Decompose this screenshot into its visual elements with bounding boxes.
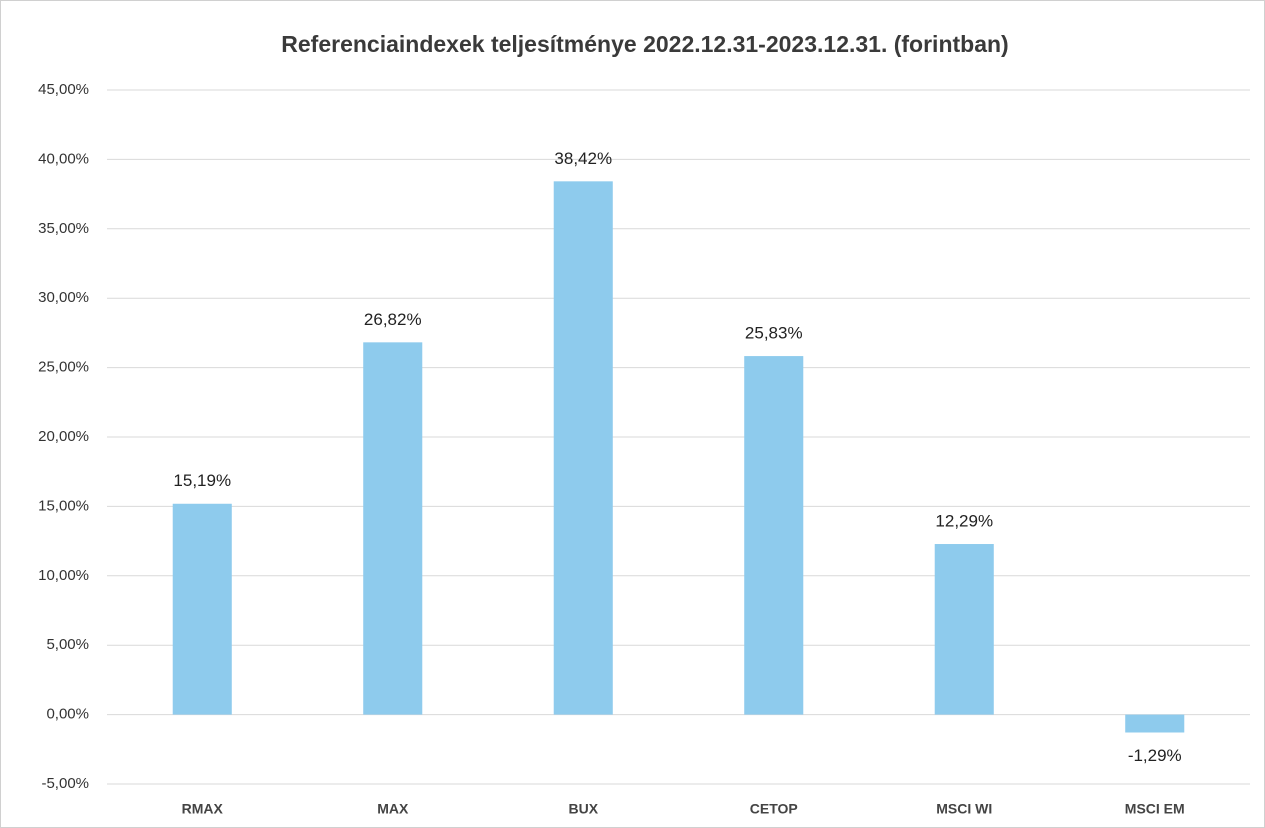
bar — [172, 503, 232, 715]
value-label: 38,42% — [554, 149, 612, 168]
value-label: 15,19% — [173, 471, 231, 490]
y-tick-label: 10,00% — [38, 567, 89, 584]
y-tick-label: 15,00% — [38, 497, 89, 514]
bar — [1125, 714, 1185, 733]
y-tick-label: 30,00% — [38, 289, 89, 306]
x-tick-label: RMAX — [182, 801, 224, 817]
y-tick-label: 35,00% — [38, 220, 89, 237]
value-label: 12,29% — [935, 511, 993, 530]
y-tick-label: 40,00% — [38, 150, 89, 167]
chart-title: Referenciaindexek teljesítménye 2022.12.… — [281, 31, 1008, 57]
y-tick-label: 5,00% — [46, 636, 89, 653]
value-label: 26,82% — [364, 310, 422, 329]
y-tick-label: 0,00% — [46, 706, 89, 723]
value-label: 25,83% — [745, 324, 803, 343]
bar — [744, 356, 804, 715]
value-label: -1,29% — [1128, 746, 1182, 765]
x-tick-label: CETOP — [750, 801, 798, 817]
bar — [553, 181, 613, 715]
y-tick-label: -5,00% — [41, 775, 89, 792]
x-tick-label: MSCI WI — [936, 801, 992, 817]
bar — [934, 544, 994, 715]
y-tick-label: 45,00% — [38, 81, 89, 98]
x-tick-label: MSCI EM — [1125, 801, 1185, 817]
y-tick-label: 20,00% — [38, 428, 89, 445]
x-tick-label: MAX — [377, 801, 409, 817]
bar — [363, 342, 423, 715]
x-tick-label: BUX — [568, 801, 598, 817]
y-tick-label: 25,00% — [38, 359, 89, 376]
